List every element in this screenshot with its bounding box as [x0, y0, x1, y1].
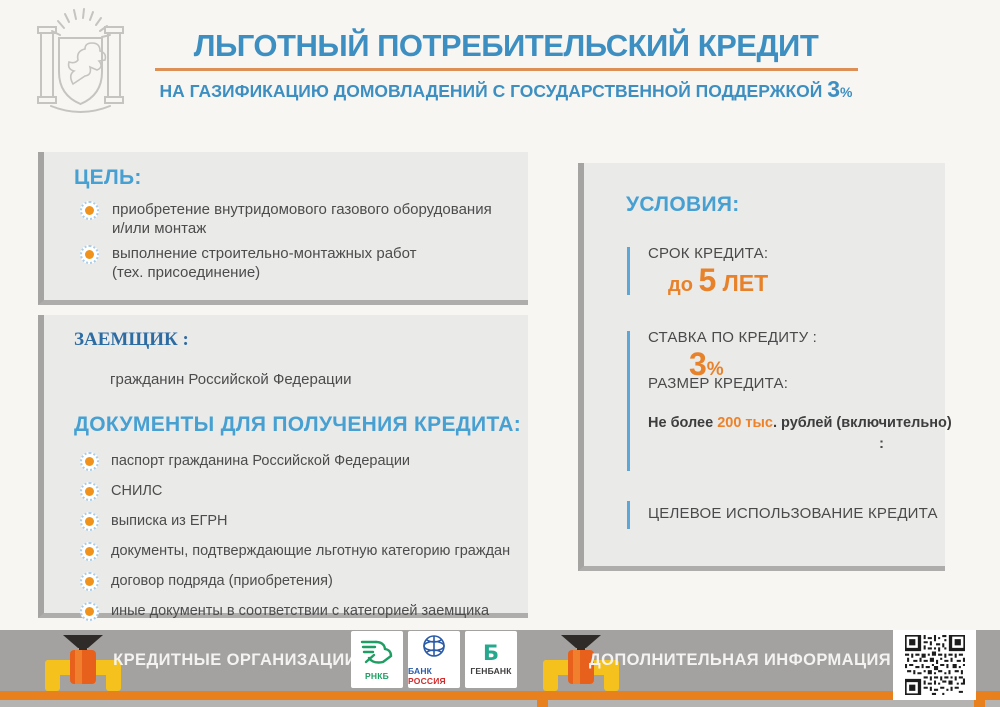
qr-code: [893, 630, 976, 700]
gas-valve-icon: [543, 633, 619, 696]
page-title: ЛЬГОТНЫЙ ПОТРЕБИТЕЛЬСКИЙ КРЕДИТ: [193, 28, 819, 63]
footer-bottom-strip: [0, 700, 1000, 707]
document-list-item: выписка из ЕГРН: [80, 511, 520, 531]
borrower-value: гражданин Российской Федерации: [110, 371, 352, 388]
goal-item-text: выполнение строительно-монтажных работ (…: [112, 245, 417, 282]
bank-rossiya-name: БАНК РОССИЯ: [408, 666, 446, 686]
subtitle-rate-percent: %: [840, 84, 853, 100]
subtitle-text: НА ГАЗИФИКАЦИЮ ДОМОВЛАДЕНИЙ С ГОСУДАРСТВ…: [159, 81, 823, 101]
borrower-panel: ЗАЕМЩИК : гражданин Российской Федерации…: [38, 315, 528, 621]
sun-bullet-icon: [80, 452, 99, 471]
pipe-branch: [537, 700, 548, 707]
document-list-item: СНИЛС: [80, 481, 520, 501]
blue-bar: [627, 501, 630, 529]
blue-bar: [627, 377, 630, 471]
bank-logo-rncb: РНКБ: [351, 631, 403, 688]
subtitle-rate-number: 3: [827, 76, 841, 102]
conditions-panel: УСЛОВИЯ: СРОК КРЕДИТА: до 5 ЛЕТ СТАВКА П…: [578, 163, 952, 571]
condition-term: СРОК КРЕДИТА: до 5 ЛЕТ: [627, 245, 768, 299]
sun-bullet-icon: [80, 602, 99, 621]
blue-bar: [627, 331, 630, 377]
rncb-griffin-icon: [360, 638, 394, 669]
stray-colon: :: [879, 435, 884, 452]
borrower-title: ЗАЕМЩИК :: [74, 329, 189, 350]
document-list-item: документы, подтверждающие льготную катег…: [80, 541, 520, 561]
document-list-item: договор подряда (приобретения): [80, 571, 520, 591]
goal-title: ЦЕЛЬ:: [74, 166, 142, 189]
documents-title: ДОКУМЕНТЫ ДЛЯ ПОЛУЧЕНИЯ КРЕДИТА:: [74, 413, 522, 436]
globe-icon: [421, 633, 447, 664]
credit-organizations-label: КРЕДИТНЫЕ ОРГАНИЗАЦИИ: [113, 651, 357, 669]
sun-bullet-icon: [80, 512, 99, 531]
blue-bar: [627, 247, 630, 295]
additional-info-label: ДОПОЛНИТЕЛЬНАЯ ИНФОРМАЦИЯ: [589, 651, 891, 669]
bank-logo-genbank: Б ГЕНБАНК: [465, 631, 517, 688]
title-underline: [155, 68, 858, 71]
goal-panel: ЦЕЛЬ: приобретение внутридомового газово…: [38, 152, 528, 305]
page-subtitle: НА ГАЗИФИКАЦИЮ ДОМОВЛАДЕНИЙ С ГОСУДАРСТВ…: [150, 76, 862, 103]
header: ЛЬГОТНЫЙ ПОТРЕБИТЕЛЬСКИЙ КРЕДИТ: [150, 28, 862, 64]
sun-bullet-icon: [80, 542, 99, 561]
condition-rate: СТАВКА ПО КРЕДИТУ : 3%: [627, 329, 817, 383]
pipe-branch: [974, 700, 985, 707]
document-list-item: иные документы в соответствии с категори…: [80, 601, 520, 621]
sun-bullet-icon: [80, 245, 99, 264]
goal-item-text: приобретение внутридомового газового обо…: [112, 201, 492, 238]
crimea-coat-of-arms-icon: [33, 8, 128, 118]
sun-bullet-icon: [80, 572, 99, 591]
document-list-item: паспорт гражданина Российской Федерации: [80, 451, 520, 471]
condition-amount: РАЗМЕР КРЕДИТА: Не более 200 тыс. рублей…: [627, 375, 952, 471]
sun-bullet-icon: [80, 482, 99, 501]
gas-valve-icon: [45, 633, 121, 696]
genbank-icon: Б: [482, 641, 499, 665]
gas-pipe-line: [0, 691, 1000, 700]
bank-logo-rossiya: БАНК РОССИЯ: [408, 631, 460, 688]
sun-bullet-icon: [80, 201, 99, 220]
condition-usage: ЦЕЛЕВОЕ ИСПОЛЬЗОВАНИЕ КРЕДИТА: [627, 499, 938, 529]
conditions-title: УСЛОВИЯ:: [626, 193, 740, 216]
